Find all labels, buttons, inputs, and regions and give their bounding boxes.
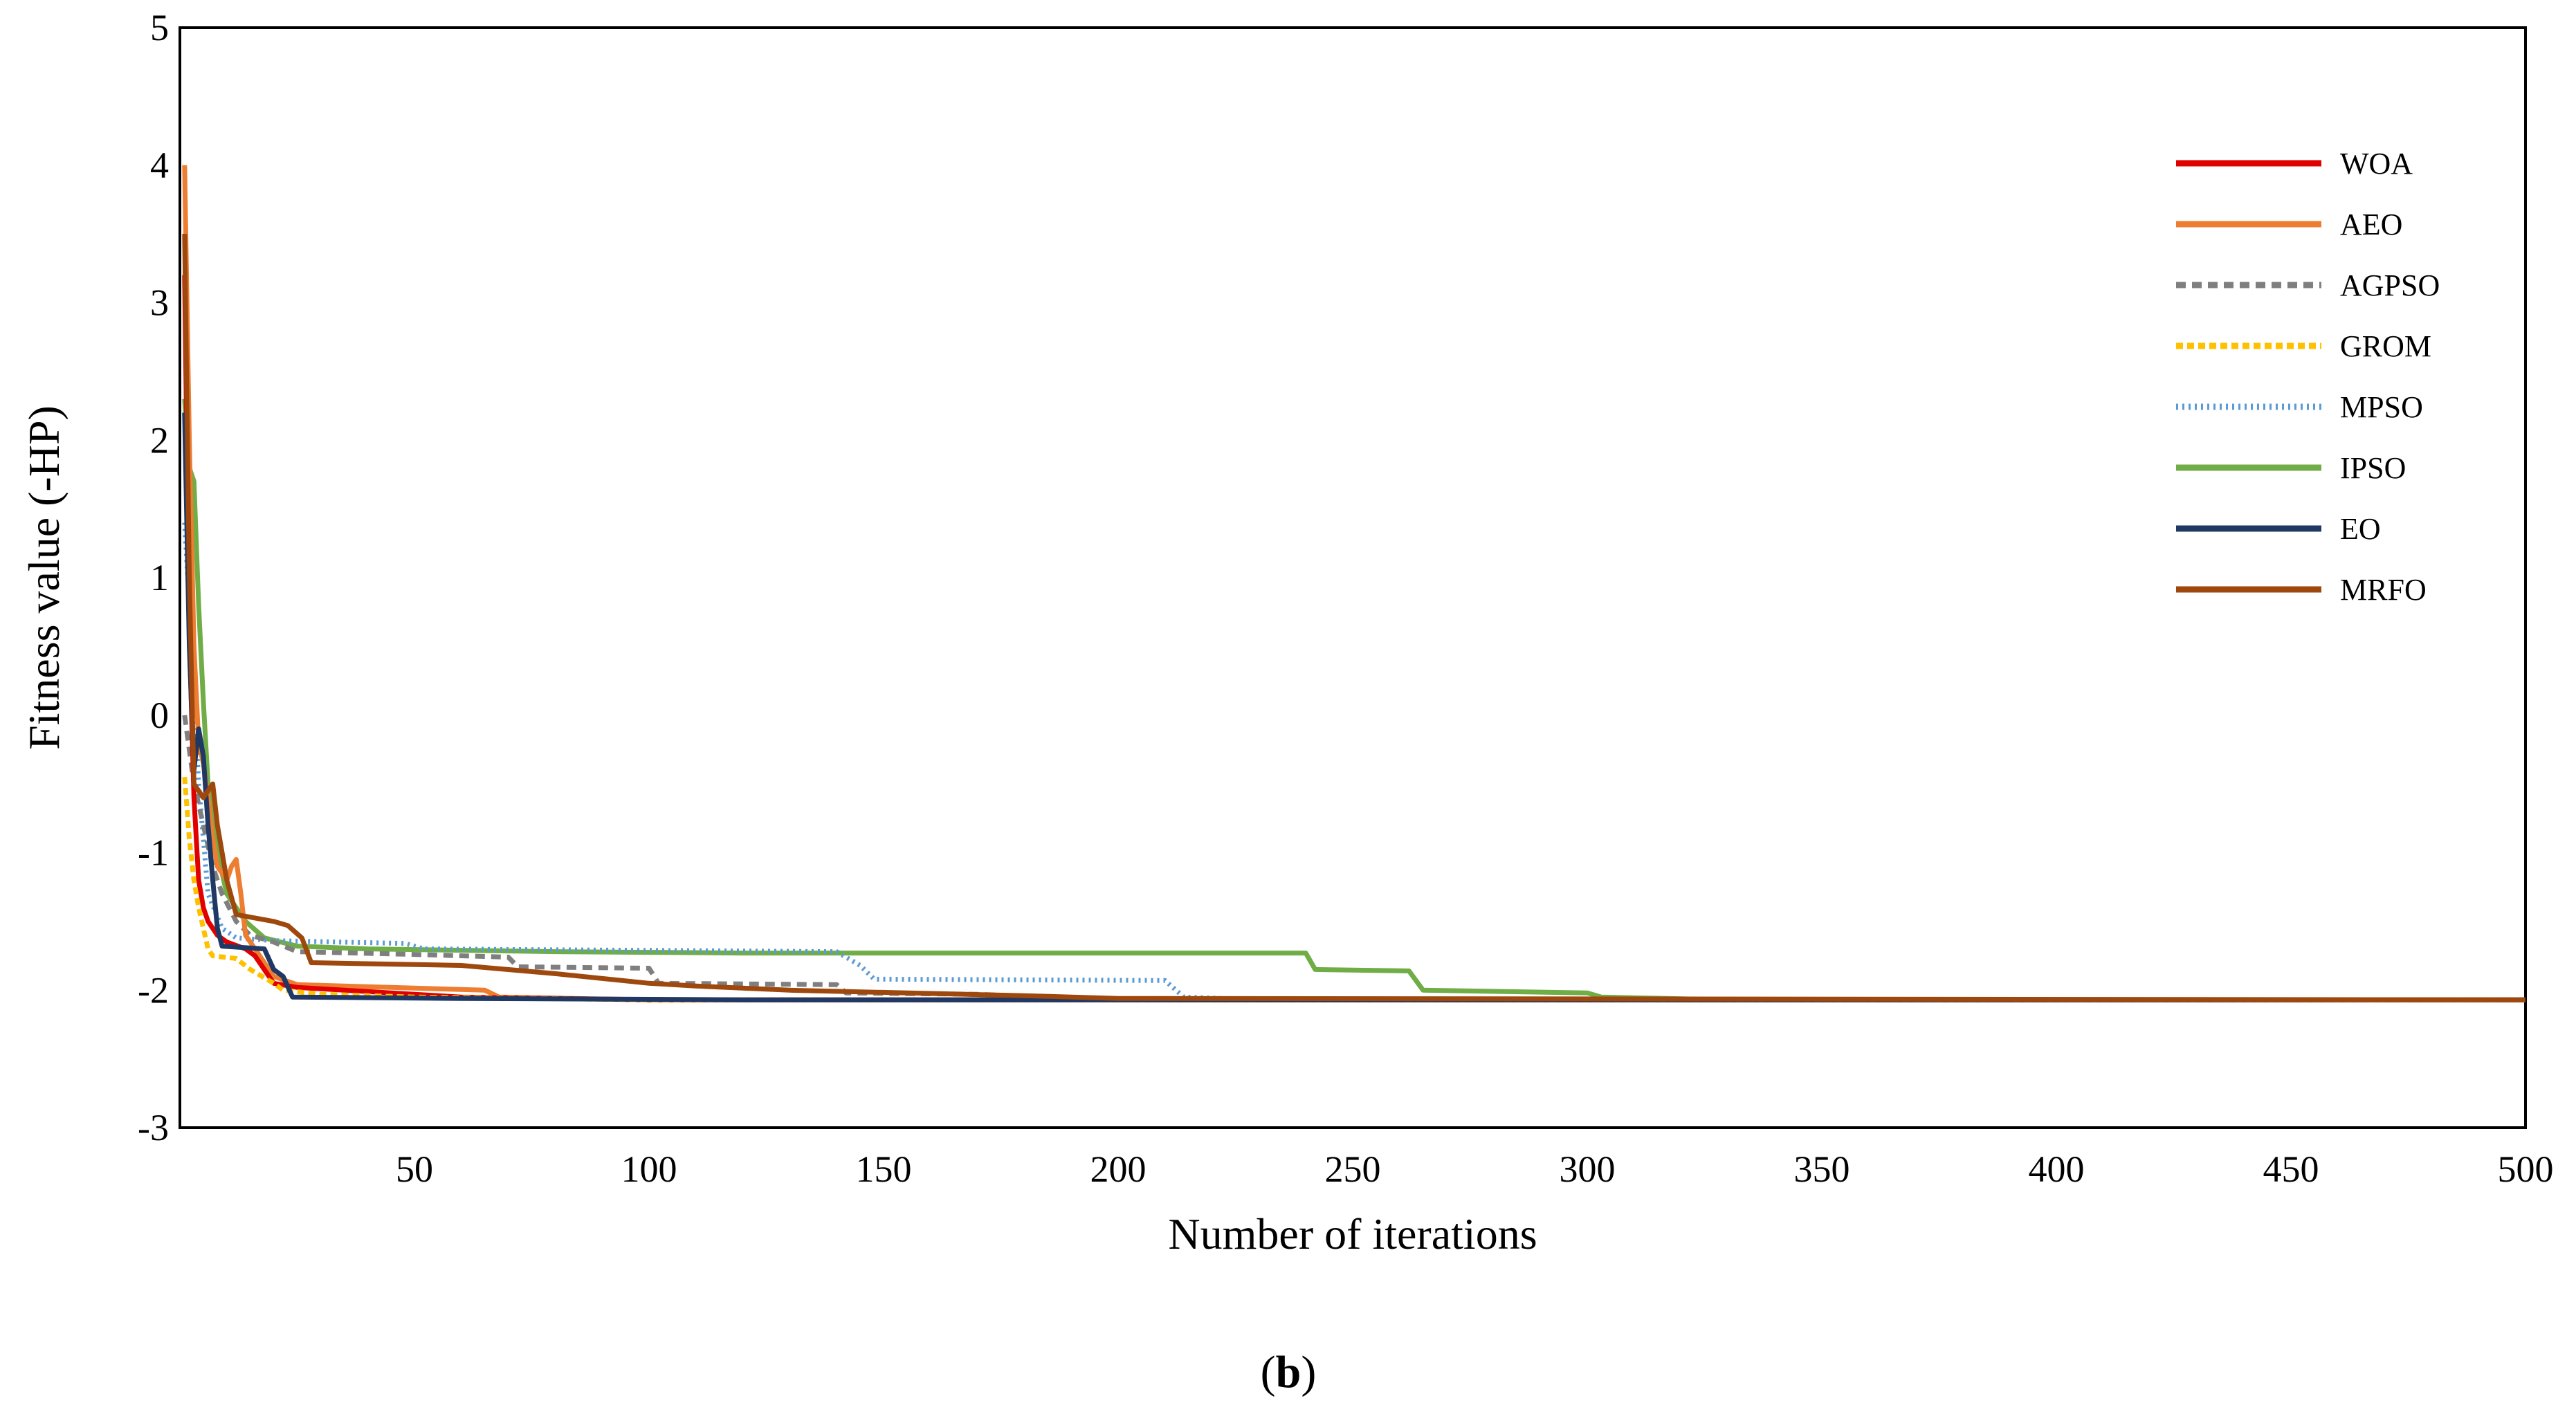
x-tick-label: 350	[1794, 1148, 1850, 1190]
x-tick-label: 150	[856, 1148, 912, 1190]
y-tick-label: 5	[150, 7, 169, 48]
legend: WOA AEO AGPSO GROM MPSO IPSO EO MRFO	[2176, 147, 2440, 607]
y-tick-label: 2	[150, 419, 169, 461]
x-tick-label: 250	[1325, 1148, 1381, 1190]
x-tick-label: 400	[2029, 1148, 2085, 1190]
legend-label-aeo: AEO	[2340, 208, 2402, 241]
caption-close: )	[1301, 1347, 1316, 1397]
x-tick-label: 200	[1090, 1148, 1147, 1190]
y-axis-title: Fitness value (-HP)	[19, 405, 68, 750]
series-line-grom	[182, 776, 2525, 1002]
caption-open: (	[1261, 1347, 1276, 1397]
x-tick-label: 100	[621, 1148, 677, 1190]
legend-label-grom: GROM	[2340, 329, 2431, 363]
y-axis-ticks: 5 4 3 2 1 0 -1 -2 -3	[138, 7, 169, 1148]
series-line-mrfo	[182, 234, 2526, 1002]
legend-label-ipso: IPSO	[2340, 451, 2406, 485]
figure-caption: (b)	[1261, 1347, 1317, 1397]
y-tick-label: 0	[150, 695, 169, 736]
y-tick-label: -3	[138, 1107, 169, 1148]
x-tick-label: 50	[396, 1148, 433, 1190]
series-line-ipso	[182, 398, 2525, 1002]
legend-label-woa: WOA	[2340, 147, 2413, 181]
y-tick-label: 1	[150, 557, 169, 598]
x-axis-ticks: 50 100 150 200 250 300 350 400 450 500	[396, 1148, 2554, 1190]
series-line-woa	[182, 275, 2525, 1002]
plot-area	[179, 26, 2527, 1129]
series-line-eo	[182, 412, 2525, 1002]
caption-letter: b	[1276, 1347, 1301, 1397]
legend-label-agpso: AGPSO	[2340, 268, 2440, 302]
y-tick-label: -2	[138, 969, 169, 1011]
x-tick-label: 300	[1560, 1148, 1616, 1190]
y-tick-label: -1	[138, 832, 169, 874]
y-tick-label: 3	[150, 282, 169, 324]
series-line-mpso	[182, 522, 2525, 1002]
x-tick-label: 450	[2263, 1148, 2319, 1190]
x-tick-label: 500	[2498, 1148, 2554, 1190]
series-lines	[182, 165, 2526, 1002]
y-tick-label: 4	[150, 145, 169, 186]
x-axis-title: Number of iterations	[1168, 1209, 1537, 1258]
legend-label-mrfo: MRFO	[2340, 573, 2427, 607]
legend-label-mpso: MPSO	[2340, 390, 2423, 424]
legend-label-eo: EO	[2340, 512, 2381, 546]
